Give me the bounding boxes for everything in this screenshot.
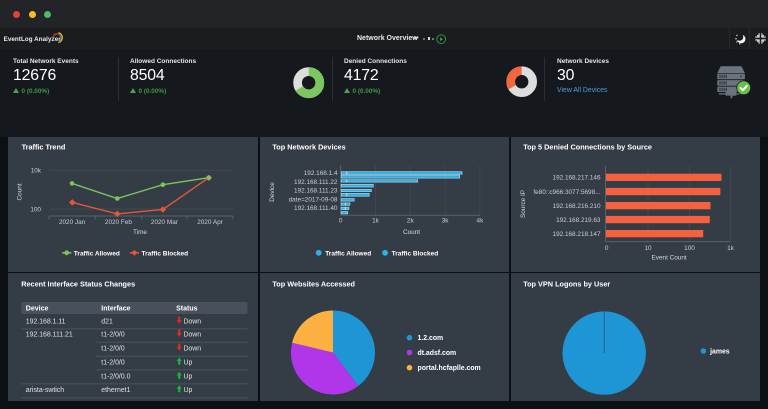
svg-text:Traffic Blocked: Traffic Blocked	[391, 250, 438, 257]
svg-text:1k: 1k	[372, 217, 380, 224]
svg-text:d21: d21	[101, 318, 113, 325]
svg-text:Status: Status	[176, 305, 198, 312]
svg-text:Traffic Trend: Traffic Trend	[22, 142, 66, 151]
svg-text:100: 100	[684, 245, 695, 252]
svg-text:Down: Down	[184, 345, 202, 352]
svg-text:192.168.1.4: 192.168.1.4	[303, 170, 337, 177]
svg-text:t1-2/0/0.0: t1-2/0/0.0	[101, 373, 130, 380]
svg-text:Count: Count	[402, 229, 419, 236]
svg-text:192.168.218.147: 192.168.218.147	[552, 231, 600, 238]
svg-text:1.2.com: 1.2.com	[417, 335, 443, 342]
svg-text:2020 Mar: 2020 Mar	[151, 219, 179, 226]
svg-text:ethernet1: ethernet1	[101, 387, 130, 394]
svg-text:t1-2/0/0: t1-2/0/0	[101, 345, 125, 352]
svg-text:0: 0	[604, 245, 608, 252]
svg-text:Device: Device	[269, 182, 276, 202]
svg-text:192.168.219.63: 192.168.219.63	[556, 217, 601, 224]
svg-text:Top Websites Accessed: Top Websites Accessed	[272, 279, 355, 288]
svg-text:10: 10	[644, 245, 652, 252]
svg-text:Source IP: Source IP	[519, 190, 526, 218]
svg-text:arista-swtich: arista-swtich	[26, 387, 64, 394]
svg-text:Count: Count	[17, 183, 24, 200]
svg-text:Down: Down	[184, 318, 202, 325]
svg-text:Down: Down	[184, 331, 202, 338]
svg-text:Top 5 Denied Connections by So: Top 5 Denied Connections by Source	[523, 142, 652, 151]
svg-text:Up: Up	[184, 373, 193, 380]
svg-text:192.168.111.23: 192.168.111.23	[294, 188, 338, 195]
svg-text:Up: Up	[184, 359, 193, 366]
svg-text:1k: 1k	[727, 245, 735, 252]
svg-text:Recent Interface Status Change: Recent Interface Status Changes	[21, 279, 135, 288]
svg-text:192.168.216.210: 192.168.216.210	[552, 203, 600, 210]
svg-text:10k: 10k	[31, 168, 42, 175]
svg-text:2020 Jan: 2020 Jan	[59, 219, 86, 226]
svg-text:Traffic Allowed: Traffic Allowed	[74, 250, 120, 257]
svg-text:Event Count: Event Count	[651, 254, 686, 261]
svg-text:2020 Feb: 2020 Feb	[105, 219, 132, 226]
svg-text:date=2017-09-08: date=2017-09-08	[288, 196, 337, 203]
svg-text:Time: Time	[133, 229, 147, 236]
svg-text:2020 Apr: 2020 Apr	[197, 219, 223, 226]
svg-text:3k: 3k	[441, 217, 449, 224]
svg-text:portal.hcfaplle.com: portal.hcfaplle.com	[417, 365, 480, 372]
svg-text:t1-2/0/0: t1-2/0/0	[101, 331, 125, 338]
svg-text:fe80::c966:3077:5698...: fe80::c966:3077:5698...	[533, 189, 600, 196]
svg-text:192.168.1.11: 192.168.1.11	[26, 318, 66, 325]
svg-text:Device: Device	[26, 305, 49, 312]
svg-text:Top VPN Logons by User: Top VPN Logons by User	[523, 279, 610, 288]
svg-text:Interface: Interface	[101, 305, 130, 312]
svg-text:james: james	[709, 348, 730, 355]
svg-text:Up: Up	[184, 387, 193, 394]
svg-text:192.168.111.22: 192.168.111.22	[294, 179, 338, 186]
svg-text:Top Network Devices: Top Network Devices	[272, 142, 345, 151]
svg-text:Traffic Blocked: Traffic Blocked	[142, 250, 189, 257]
svg-text:192.168.111.40: 192.168.111.40	[294, 205, 338, 212]
svg-text:4k: 4k	[476, 217, 484, 224]
svg-text:2k: 2k	[406, 217, 414, 224]
svg-text:192.168.217.146: 192.168.217.146	[552, 175, 600, 182]
svg-text:192.168.111.21: 192.168.111.21	[26, 331, 73, 338]
svg-text:0: 0	[338, 217, 342, 224]
svg-text:100: 100	[30, 206, 41, 213]
svg-text:t1-2/0/0: t1-2/0/0	[101, 359, 125, 366]
svg-text:dt.adsf.com: dt.adsf.com	[417, 350, 456, 357]
svg-text:Traffic Allowed: Traffic Allowed	[325, 250, 371, 257]
